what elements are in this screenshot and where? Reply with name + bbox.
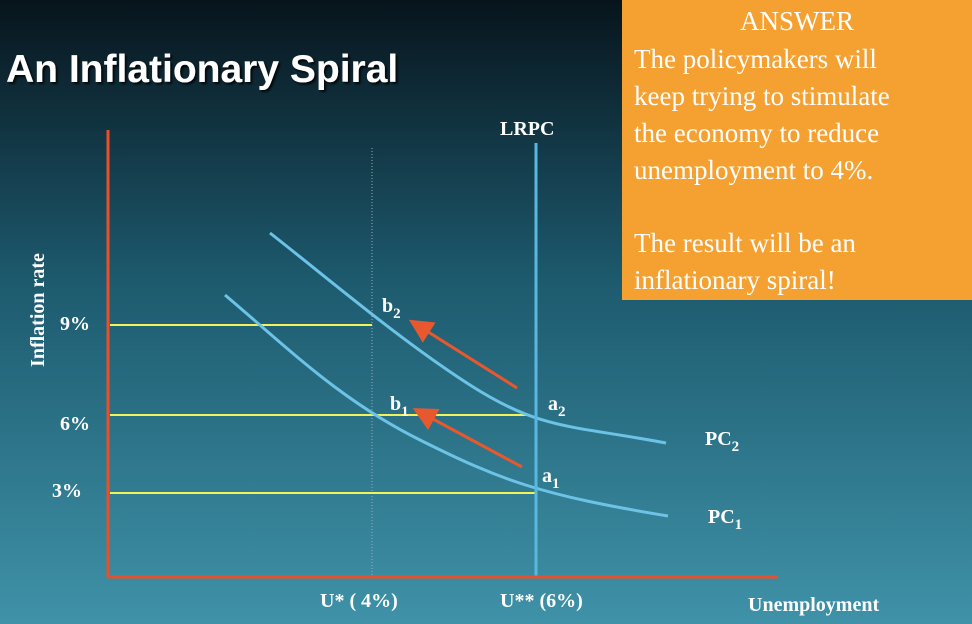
pc1-curve	[224, 293, 669, 518]
arrow	[408, 319, 518, 390]
point-label: b2	[382, 295, 401, 322]
label-main: b	[382, 295, 393, 317]
label-main: b	[390, 393, 401, 415]
label-sub: 2	[558, 404, 566, 420]
curve-label: PC2	[705, 428, 739, 455]
x-axis-label: Unemployment	[748, 594, 879, 616]
label-sub: 1	[552, 476, 560, 492]
label-main: PC	[708, 506, 735, 528]
point-label: a1	[542, 465, 560, 492]
answer-line: The policymakers will	[634, 44, 877, 74]
arrow	[412, 408, 523, 469]
answer-line: the economy to reduce	[634, 118, 879, 148]
label-main: a	[548, 393, 558, 415]
y-tick-label: 6%	[60, 413, 90, 435]
y-tick-label: 3%	[52, 480, 82, 502]
point-label: a2	[548, 393, 566, 420]
label-main: PC	[705, 428, 732, 450]
answer-line: keep trying to stimulate	[634, 81, 890, 111]
x-tick-label: U** (6%)	[500, 590, 583, 612]
curve-label: PC1	[708, 506, 742, 533]
lrpc-label: LRPC	[500, 118, 554, 140]
label-sub: 1	[735, 517, 743, 533]
answer-line: unemployment to 4%.	[634, 155, 873, 185]
pc2-curve	[269, 231, 667, 445]
answer-heading: ANSWER	[740, 6, 854, 36]
label-sub: 2	[393, 306, 401, 322]
label-sub: 2	[732, 439, 740, 455]
point-label: b1	[390, 393, 409, 420]
label-main: a	[542, 465, 552, 487]
answer-box	[622, 0, 972, 300]
x-tick-label: U* ( 4%)	[320, 590, 398, 612]
answer-line: The result will be an	[634, 228, 856, 258]
y-tick-label: 9%	[60, 313, 90, 335]
answer-line: inflationary spiral!	[634, 265, 836, 295]
slide-title: An Inflationary Spiral	[6, 48, 398, 91]
y-axis-label: Inflation rate	[27, 253, 49, 367]
label-sub: 1	[401, 404, 409, 420]
